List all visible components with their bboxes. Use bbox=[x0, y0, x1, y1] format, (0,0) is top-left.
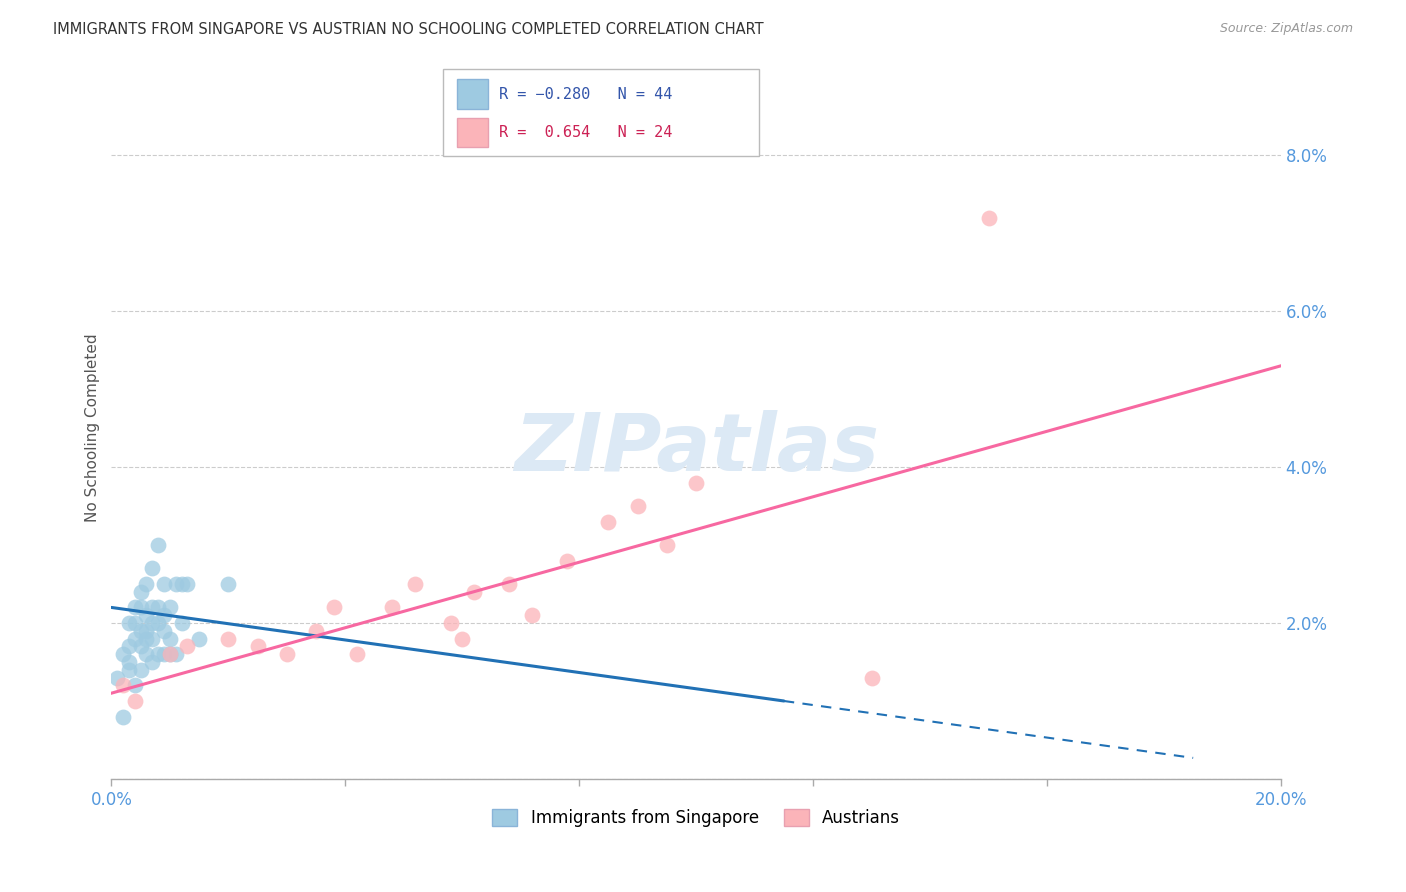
Text: Source: ZipAtlas.com: Source: ZipAtlas.com bbox=[1219, 22, 1353, 36]
Point bbox=[124, 678, 146, 692]
Point bbox=[346, 647, 368, 661]
Legend: Immigrants from Singapore, Austrians: Immigrants from Singapore, Austrians bbox=[485, 802, 907, 834]
Point bbox=[129, 624, 152, 638]
Point bbox=[112, 678, 135, 692]
Point bbox=[598, 515, 620, 529]
Point bbox=[246, 640, 269, 654]
Point bbox=[118, 640, 141, 654]
Point bbox=[498, 577, 520, 591]
Point bbox=[135, 608, 157, 623]
Point bbox=[217, 632, 239, 646]
Point bbox=[148, 538, 170, 552]
Point bbox=[124, 600, 146, 615]
Point bbox=[381, 600, 404, 615]
Point bbox=[188, 632, 211, 646]
Point bbox=[129, 600, 152, 615]
Point bbox=[135, 632, 157, 646]
Point bbox=[148, 600, 170, 615]
Point bbox=[118, 655, 141, 669]
Point bbox=[129, 585, 152, 599]
Point bbox=[860, 671, 883, 685]
Point bbox=[977, 211, 1000, 225]
Point bbox=[159, 647, 181, 661]
Point bbox=[627, 499, 650, 513]
Point bbox=[655, 538, 678, 552]
Point bbox=[165, 647, 187, 661]
Point bbox=[176, 640, 198, 654]
Point bbox=[124, 615, 146, 630]
Text: ZIPatlas: ZIPatlas bbox=[513, 410, 879, 488]
Y-axis label: No Schooling Completed: No Schooling Completed bbox=[86, 334, 100, 523]
Point bbox=[141, 655, 163, 669]
Text: R = −0.280   N = 44: R = −0.280 N = 44 bbox=[499, 87, 672, 102]
Point bbox=[404, 577, 426, 591]
Text: IMMIGRANTS FROM SINGAPORE VS AUSTRIAN NO SCHOOLING COMPLETED CORRELATION CHART: IMMIGRANTS FROM SINGAPORE VS AUSTRIAN NO… bbox=[53, 22, 763, 37]
Point bbox=[685, 475, 707, 490]
Point bbox=[135, 647, 157, 661]
Point bbox=[112, 647, 135, 661]
Point bbox=[153, 608, 176, 623]
Point bbox=[322, 600, 344, 615]
Point bbox=[522, 608, 544, 623]
Point bbox=[305, 624, 328, 638]
Point bbox=[276, 647, 298, 661]
Point bbox=[141, 561, 163, 575]
Point bbox=[165, 577, 187, 591]
Point bbox=[124, 694, 146, 708]
Point bbox=[118, 663, 141, 677]
Point bbox=[159, 600, 181, 615]
Point bbox=[148, 615, 170, 630]
Point bbox=[135, 624, 157, 638]
Point bbox=[439, 615, 461, 630]
Point bbox=[112, 709, 135, 723]
Point bbox=[170, 615, 193, 630]
Text: R =  0.654   N = 24: R = 0.654 N = 24 bbox=[499, 125, 672, 140]
Point bbox=[129, 640, 152, 654]
Point bbox=[159, 632, 181, 646]
Point bbox=[141, 632, 163, 646]
Point bbox=[217, 577, 239, 591]
Point bbox=[176, 577, 198, 591]
Point bbox=[135, 577, 157, 591]
Point bbox=[557, 554, 579, 568]
Point bbox=[141, 615, 163, 630]
Point bbox=[153, 577, 176, 591]
Point bbox=[451, 632, 474, 646]
Point bbox=[159, 647, 181, 661]
Point bbox=[141, 600, 163, 615]
Point bbox=[118, 615, 141, 630]
Point bbox=[124, 632, 146, 646]
Point bbox=[463, 585, 485, 599]
Point bbox=[153, 647, 176, 661]
Point bbox=[170, 577, 193, 591]
Point bbox=[148, 647, 170, 661]
Point bbox=[105, 671, 128, 685]
Point bbox=[129, 663, 152, 677]
Point bbox=[153, 624, 176, 638]
